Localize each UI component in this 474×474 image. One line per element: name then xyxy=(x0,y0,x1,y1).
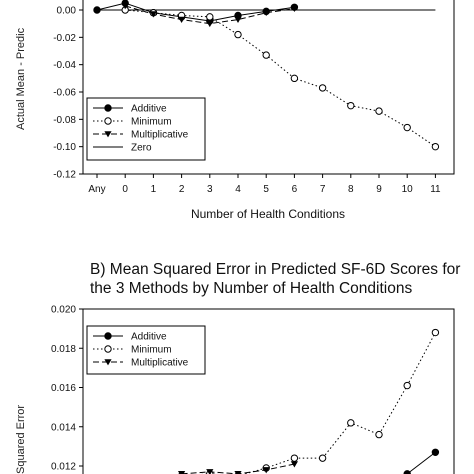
panel-a-y-tick-label: -0.08 xyxy=(53,115,76,126)
panel-a-x-tick-label: 9 xyxy=(376,184,382,195)
panel-a-series-minimum-point xyxy=(318,84,327,92)
panel-b-series-additive-line xyxy=(406,451,436,474)
panel-b-legend-label-minimum: Minimum xyxy=(131,345,172,356)
panel-a-series-multiplicative-point xyxy=(290,5,298,13)
panel-a-x-tick-label: 0 xyxy=(122,184,128,195)
panel-b-series-multiplicative-point xyxy=(234,471,242,474)
panel-b-y-tick-label: 0.014 xyxy=(51,422,76,433)
panel-b-legend-label-multiplicative: Multiplicative xyxy=(131,358,189,369)
panel-a-x-tick-label: 10 xyxy=(402,184,414,195)
panel-a-y-tick-label: -0.04 xyxy=(53,60,76,71)
panel-b-legend-label-additive: Additive xyxy=(131,332,167,343)
panel-a-series-minimum-point xyxy=(375,107,383,115)
panel-a-series-minimum-point xyxy=(206,13,214,21)
panel-a-series-minimum-point xyxy=(290,74,299,83)
panel-a-legend-marker-minimum xyxy=(104,117,112,125)
panel-a-series-multiplicative-point xyxy=(149,11,157,18)
panel-a-x-tick-label: 8 xyxy=(348,184,354,195)
panel-b-y-tick-label: 0.018 xyxy=(51,344,76,355)
panel-a-x-tick-label: 5 xyxy=(263,184,269,195)
panel-a-series-multiplicative-point xyxy=(262,9,270,17)
panel-b-series-minimum-point xyxy=(431,328,440,337)
panel-a-y-tick-label: -0.02 xyxy=(53,33,76,44)
panel-b-title-line-2: the 3 Methods by Number of Health Condit… xyxy=(90,280,413,297)
panel-b-legend-marker-additive xyxy=(104,332,112,340)
panel-b-series-additive-point xyxy=(403,470,411,474)
panel-a-series-minimum-point xyxy=(262,51,270,59)
panel-b-legend-marker-minimum xyxy=(104,345,112,353)
panel-b-series-multiplicative-point xyxy=(290,461,298,468)
panel-b-title-line-1: B) Mean Squared Error in Predicted SF-6D… xyxy=(90,261,461,278)
panel-a-series-additive-point xyxy=(93,6,101,14)
panel-a-series-minimum-point xyxy=(403,123,411,132)
panel-a-legend-label-zero: Zero xyxy=(131,143,152,154)
panel-a-xlabel: Number of Health Conditions xyxy=(191,207,345,221)
panel-a-series-multiplicative-point xyxy=(121,3,129,10)
panel-a-series-multiplicative-point xyxy=(178,16,186,23)
panel-a-x-tick-label: 4 xyxy=(235,184,241,195)
panel-b-series-multiplicative-point xyxy=(206,469,214,474)
panel-a-legend-marker-multiplicative xyxy=(104,131,112,138)
panel-b-series-multiplicative-point xyxy=(178,471,186,474)
panel-a-y-tick-label: -0.10 xyxy=(53,142,76,153)
panel-b-series-minimum-point xyxy=(403,381,411,390)
panel-b-series-minimum-line xyxy=(200,332,436,474)
panel-a-x-tick-label: 11 xyxy=(430,184,441,195)
panel-a-x-tick-label: 1 xyxy=(151,184,157,195)
panel-a-legend-label-additive: Additive xyxy=(131,104,167,115)
panel-b-plot-frame xyxy=(82,308,455,474)
panel-a-series-minimum-point xyxy=(431,142,440,151)
panel-b-y-tick-label: 0.016 xyxy=(51,383,76,394)
panel-a-series-multiplicative-point xyxy=(234,16,242,23)
panel-b-series-multiplicative-point xyxy=(262,467,270,474)
panel-a-y-tick-label: -0.06 xyxy=(53,88,76,99)
panel-b-y-tick-label: 0.020 xyxy=(51,305,76,316)
panel-a-y-tick-label: -0.12 xyxy=(53,170,76,181)
panel-a-series-minimum-point xyxy=(347,101,355,110)
panel-a-x-tick-label: 7 xyxy=(320,184,326,195)
panel-a-legend-label-multiplicative: Multiplicative xyxy=(131,130,189,141)
panel-a-x-tick-label: 6 xyxy=(292,184,298,195)
panel-a-plot-frame xyxy=(82,0,455,175)
panel-a-series-multiplicative-point xyxy=(206,20,214,28)
panel-a-x-tick-label: 2 xyxy=(179,184,185,195)
panel-b-series-minimum-point xyxy=(347,419,355,427)
panel-a-series-additive-line xyxy=(96,2,295,22)
panel-b-ylabel: Squared Error xyxy=(15,404,27,474)
panel-a-y-tick-label: 0.00 xyxy=(57,6,77,17)
panel-a-x-tick-label: 3 xyxy=(207,184,213,195)
panel-b-title: B) Mean Squared Error in Predicted SF-6D… xyxy=(90,260,470,298)
panel-a-series-minimum-point xyxy=(234,30,242,39)
panel-b-series-minimum-point xyxy=(290,454,299,462)
panel-b-series-minimum-point xyxy=(318,454,327,462)
panel-b-legend-marker-multiplicative xyxy=(104,359,112,366)
panel-a-legend-label-minimum: Minimum xyxy=(131,117,172,128)
panel-b-y-tick-label: 0.012 xyxy=(51,462,76,473)
panel-a-legend-marker-additive xyxy=(104,104,112,112)
panel-a-ylabel: Actual Mean - Predic xyxy=(15,27,27,130)
panel-b-series-additive-point xyxy=(431,448,440,456)
panel-b-series-minimum-point xyxy=(375,430,383,439)
panel-a-x-tick-label: Any xyxy=(88,184,105,195)
